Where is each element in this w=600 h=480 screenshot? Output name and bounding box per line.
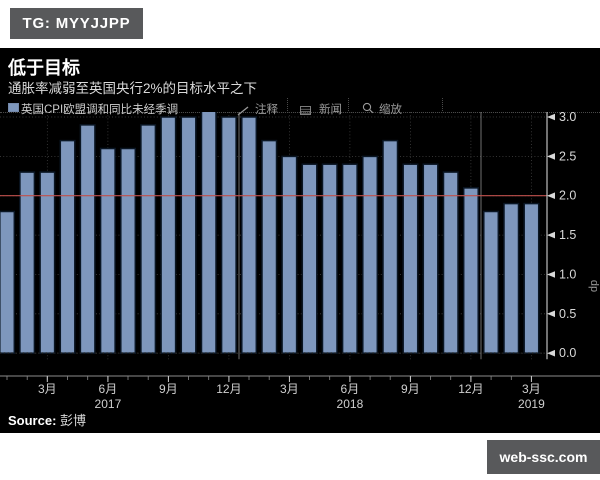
svg-text:1.0: 1.0	[559, 268, 576, 282]
svg-text:6月: 6月	[99, 382, 118, 396]
svg-text:2017: 2017	[95, 397, 122, 411]
svg-text:2.5: 2.5	[559, 149, 576, 163]
svg-text:6月: 6月	[341, 382, 360, 396]
svg-text:2019: 2019	[518, 397, 545, 411]
svg-text:3月: 3月	[280, 382, 299, 396]
svg-text:12月: 12月	[458, 382, 483, 396]
svg-text:0.0: 0.0	[559, 346, 576, 360]
svg-text:2018: 2018	[337, 397, 364, 411]
svg-text:2.0: 2.0	[559, 189, 576, 203]
svg-text:3月: 3月	[522, 382, 541, 396]
svg-text:3.0: 3.0	[559, 112, 576, 124]
svg-text:3月: 3月	[38, 382, 57, 396]
svg-text:12月: 12月	[216, 382, 241, 396]
svg-text:9月: 9月	[159, 382, 178, 396]
svg-text:1.5: 1.5	[559, 228, 576, 242]
svg-text:9月: 9月	[401, 382, 420, 396]
svg-text:0.5: 0.5	[559, 307, 576, 321]
